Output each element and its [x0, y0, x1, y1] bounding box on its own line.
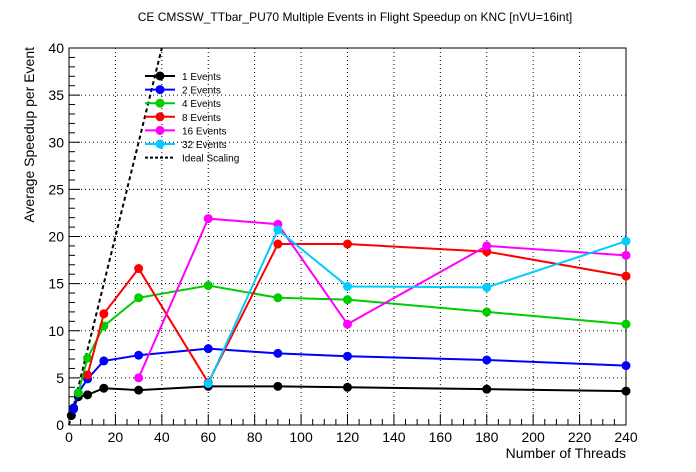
series-8-events [83, 239, 631, 388]
data-point [134, 350, 144, 360]
data-point [343, 319, 352, 329]
series-2-events [69, 344, 631, 414]
data-point [621, 271, 631, 281]
data-point [482, 241, 492, 251]
y-tick-label: 5 [56, 370, 64, 386]
x-tick-label: 220 [568, 429, 592, 445]
legend-label: 8 Events [182, 113, 221, 124]
legend-marker [155, 85, 165, 95]
x-tick-label: 180 [475, 429, 499, 445]
data-point [621, 250, 631, 260]
y-tick-label: 35 [48, 87, 64, 103]
x-tick-label: 0 [65, 429, 73, 445]
y-tick-label: 0 [56, 417, 64, 433]
y-tick-label: 10 [48, 323, 64, 339]
data-point [621, 319, 631, 329]
legend-marker [155, 125, 165, 135]
data-point [134, 373, 144, 383]
data-point [99, 383, 109, 393]
series-line [86, 243, 627, 385]
legend-label: 1 Events [182, 72, 221, 83]
data-point [73, 388, 83, 398]
ideal-scaling-line [68, 47, 163, 426]
x-tick-label: 160 [429, 429, 453, 445]
ideal-scaling-layer [68, 47, 163, 426]
legend-marker [155, 98, 165, 108]
data-point [134, 264, 144, 274]
legend-label: 16 Events [182, 126, 226, 137]
data-point [203, 344, 213, 354]
series-line [137, 217, 627, 379]
data-point [343, 281, 352, 291]
data-point [482, 355, 492, 365]
x-tick-label: 140 [382, 429, 406, 445]
legend-marker [155, 112, 165, 122]
data-point [621, 236, 631, 246]
x-tick-label: 120 [336, 429, 360, 445]
data-point [482, 307, 492, 317]
data-point [273, 239, 283, 249]
legend-label: 32 Events [182, 140, 226, 151]
legend-label: Ideal Scaling [182, 154, 239, 165]
x-tick-label: 200 [521, 429, 545, 445]
data-point [99, 309, 109, 319]
series-line [77, 284, 627, 394]
data-point [99, 356, 109, 366]
data-point [343, 382, 352, 392]
x-tick-label: 60 [200, 429, 216, 445]
y-tick-label: 25 [48, 181, 64, 197]
x-tick-label: 40 [154, 429, 170, 445]
series-layer [66, 214, 631, 421]
data-point [621, 361, 631, 371]
data-point [203, 379, 213, 389]
data-point [83, 390, 93, 400]
y-axis-title: Average Speedup per Event [21, 47, 37, 223]
series-1-events [66, 381, 631, 421]
data-point [343, 351, 352, 361]
x-tick-label: 20 [108, 429, 124, 445]
legend-label: 4 Events [182, 99, 221, 110]
data-point [273, 381, 283, 391]
data-point [273, 293, 283, 303]
data-point [482, 282, 492, 292]
x-tick-label: 100 [289, 429, 313, 445]
data-point [203, 281, 213, 291]
legend: 1 Events 2 Events 4 Events 8 Events 16 Event… [145, 71, 239, 165]
data-point [273, 348, 283, 358]
data-point [273, 225, 283, 235]
gridlines [69, 48, 626, 425]
data-point [343, 239, 352, 249]
chart-title: CE CMSSW_TTbar_PU70 Multiple Events in F… [138, 10, 573, 24]
data-point [69, 404, 79, 414]
series-32-events [203, 225, 631, 389]
legend-marker [155, 139, 165, 149]
data-point [482, 384, 492, 394]
x-tick-label: 80 [247, 429, 263, 445]
data-point [621, 386, 631, 396]
x-tick-label: 240 [614, 429, 638, 445]
y-tick-label: 20 [48, 229, 64, 245]
data-point [134, 385, 144, 395]
x-axis-title: Number of Threads [506, 445, 626, 461]
axis-ticks: 0 5 10 15 20 25 30 35 40 0 20 40 60 80 100 120 140 160 180… [48, 40, 637, 445]
data-point [203, 214, 213, 224]
data-point [83, 353, 93, 363]
series-line [72, 347, 627, 410]
y-tick-label: 15 [48, 276, 64, 292]
legend-marker [155, 71, 165, 81]
data-point [134, 293, 144, 303]
legend-label: 2 Events [182, 86, 221, 97]
series-4-events [73, 281, 631, 398]
data-point [83, 370, 93, 380]
y-tick-label: 40 [48, 40, 64, 56]
data-point [343, 295, 352, 305]
y-tick-label: 30 [48, 134, 64, 150]
